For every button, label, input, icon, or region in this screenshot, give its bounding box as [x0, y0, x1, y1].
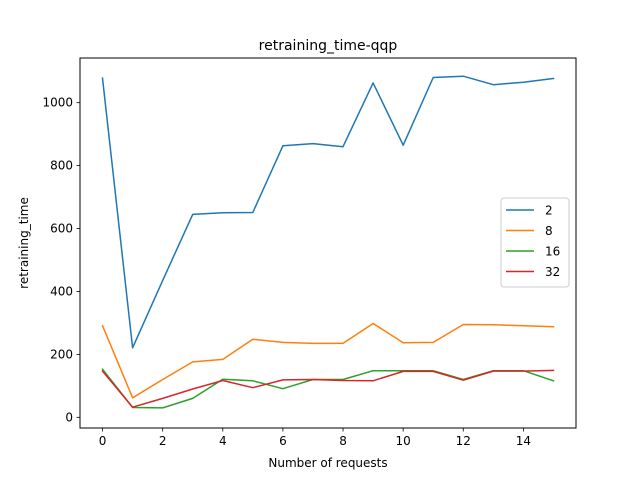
x-axis-label: Number of requests: [268, 456, 387, 470]
chart-title: retraining_time-qqp: [259, 38, 398, 54]
x-tick-label: 4: [219, 434, 227, 448]
x-tick-label: 0: [99, 434, 107, 448]
x-tick-label: 8: [339, 434, 347, 448]
y-tick-label: 0: [65, 410, 73, 424]
y-tick-label: 400: [50, 284, 73, 298]
legend-label-16: 16: [545, 245, 560, 259]
series-line-8: [101, 322, 555, 399]
y-axis-ticks: 0 200 400 600 800 1000: [42, 96, 80, 424]
series-line-32: [101, 369, 555, 408]
legend-label-2: 2: [545, 204, 553, 218]
x-tick-label: 14: [516, 434, 531, 448]
x-tick-label: 10: [396, 434, 411, 448]
y-tick-label: 800: [50, 159, 73, 173]
y-tick-label: 200: [50, 347, 73, 361]
series-line-2: [101, 75, 555, 349]
x-tick-label: 12: [456, 434, 471, 448]
legend-label-32: 32: [545, 265, 560, 279]
y-axis-label: retraining_time: [17, 197, 31, 289]
plot-lines: [101, 75, 555, 409]
legend-box: [500, 197, 570, 288]
legend-label-8: 8: [545, 224, 553, 238]
x-axis-ticks: 0 2 4 6 8 10 12 14: [99, 428, 531, 448]
plot-frame: [79, 57, 577, 429]
legend: 2 8 16 32: [500, 197, 570, 288]
y-tick-label: 600: [50, 222, 73, 236]
y-tick-label: 1000: [42, 96, 73, 110]
x-tick-label: 6: [279, 434, 287, 448]
x-tick-label: 2: [159, 434, 167, 448]
